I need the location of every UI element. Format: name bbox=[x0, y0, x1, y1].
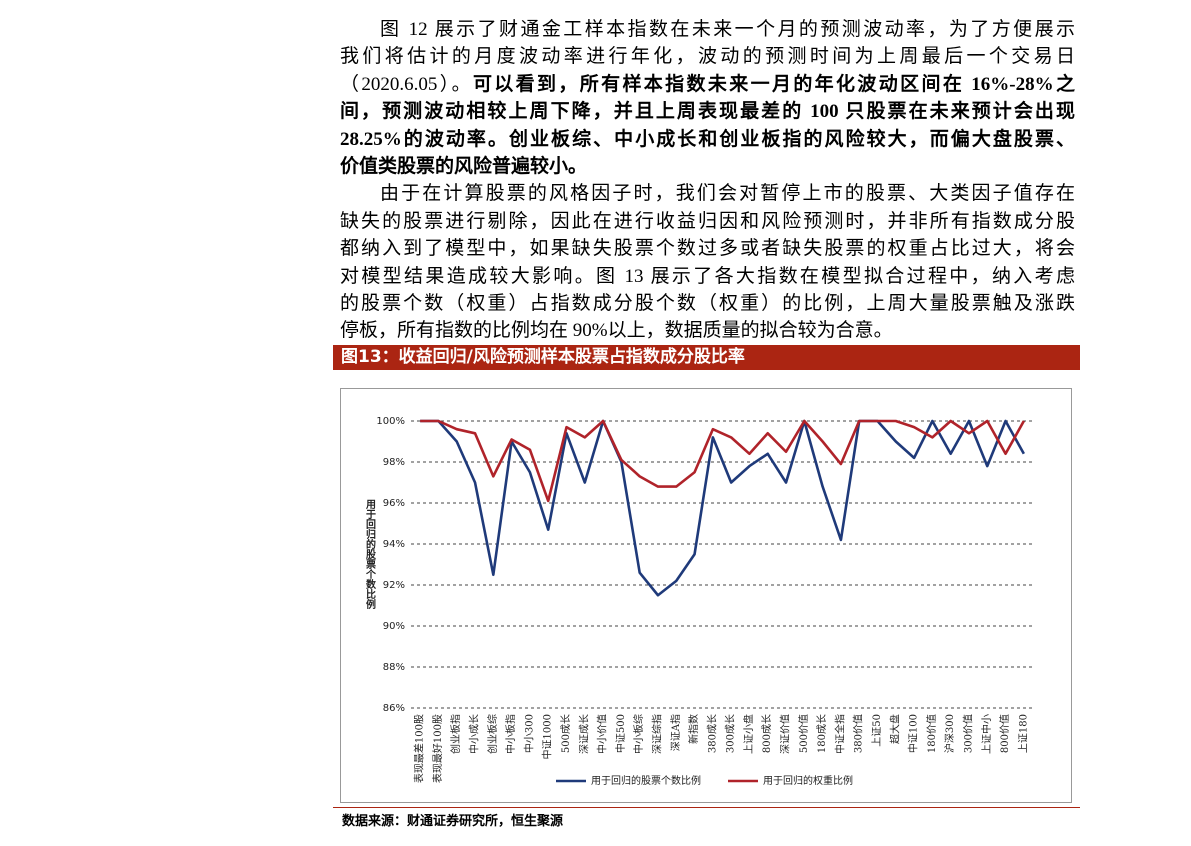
x-tick-label: 380成长 bbox=[706, 714, 718, 753]
text-line: 28.25%的波动率。创业板综、中小成长和创业板指的风险较大，而偏大盘股票、 bbox=[340, 126, 1075, 153]
x-tick-label: 300价值 bbox=[961, 714, 974, 753]
x-tick-label: 中小300 bbox=[522, 714, 535, 753]
text-run: 停板，所有指数的比例均在 90%以上，数据质量的拟合较为合意。 bbox=[340, 320, 893, 342]
text-line: 缺失的股票进行剔除，因此在进行收益归因和风险预测时，并非所有指数成分股 bbox=[340, 208, 1075, 235]
x-tick-label: 深证成长 bbox=[578, 714, 590, 754]
x-tick-label: 深证A指 bbox=[669, 714, 682, 751]
text-line: 停板，所有指数的比例均在 90%以上，数据质量的拟合较为合意。 bbox=[340, 317, 1075, 344]
legend-label: 用于回归的股票个数比例 bbox=[591, 774, 701, 787]
y-tick-label: 98% bbox=[383, 457, 405, 468]
x-tick-label: 500成长 bbox=[560, 714, 572, 753]
y-tick-label: 96% bbox=[383, 498, 405, 509]
text-run: 价值类股票的风险普遍较小。 bbox=[340, 155, 588, 177]
x-tick-label: 中证500 bbox=[614, 714, 627, 753]
x-tick-label: 上证50 bbox=[871, 714, 883, 747]
x-tick-label: 380价值 bbox=[852, 714, 865, 753]
x-tick-label: 800成长 bbox=[761, 714, 773, 753]
x-tick-label: 深证价值 bbox=[779, 714, 792, 754]
body-text: 图 12 展示了财通金工样本指数在未来一个月的预测波动率，为了方便展示我们将估计… bbox=[340, 16, 1075, 345]
y-tick-label: 90% bbox=[383, 621, 405, 632]
x-tick-label: 300成长 bbox=[725, 714, 737, 753]
text-run: （2020.6.05）。 bbox=[340, 73, 473, 95]
x-tick-label: 新指数 bbox=[687, 714, 700, 744]
source-note: 数据来源：财通证券研究所，恒生聚源 bbox=[342, 814, 564, 829]
text-run: 都纳入到了模型中，如果缺失股票个数过多或者缺失股票的权重占比过大，将会 bbox=[340, 238, 1075, 260]
text-run: 由于在计算股票的风格因子时，我们会对暂停上市的股票、大类因子值存在 bbox=[380, 183, 1075, 205]
text-line: 的股票个数（权重）占指数成分股个数（权重）的比例，上周大量股票触及涨跌 bbox=[340, 290, 1075, 317]
y-axis-label: 用于回归的股票个数比例 bbox=[364, 499, 377, 610]
data-line bbox=[420, 419, 1025, 503]
y-tick-label: 92% bbox=[383, 580, 405, 591]
chart: 86%88%90%92%94%96%98%100%用于回归的股票个数比例表现最差… bbox=[364, 416, 1033, 787]
text-run: 间，预测波动相较上周下降，并且上周表现最差的 100 只股票在未来预计会出现 bbox=[340, 101, 1075, 123]
x-tick-label: 表现最差100股 bbox=[413, 714, 426, 783]
y-tick-label: 94% bbox=[383, 539, 405, 550]
y-tick-label: 86% bbox=[383, 703, 405, 714]
x-tick-label: 800价值 bbox=[998, 714, 1011, 753]
x-tick-label: 沪深300 bbox=[943, 714, 956, 753]
text-run: 28.25%的波动率。创业板综、中小成长和创业板指的风险较大，而偏大盘股票、 bbox=[340, 128, 1075, 150]
chart-frame: 86% 88% 90% 92% 94% 96% 98% 100% 用于回归的股票个数比例 表现最差… bbox=[340, 388, 1072, 803]
text-line: 价值类股票的风险普遍较小。 bbox=[340, 153, 1075, 180]
x-tick-label: 中证1000 bbox=[541, 714, 554, 759]
x-tick-label: 上证180 bbox=[1017, 714, 1029, 753]
text-run: 缺失的股票进行剔除，因此在进行收益归因和风险预测时，并非所有指数成分股 bbox=[340, 210, 1075, 232]
text-line: 对模型结果造成较大影响。图 13 展示了各大指数在模型拟合过程中，纳入考虑 bbox=[340, 263, 1075, 290]
x-tick-label: 上证小盘 bbox=[742, 714, 755, 754]
x-tick-label: 中小价值 bbox=[596, 714, 609, 754]
x-tick-label: 表现最好100股 bbox=[431, 714, 444, 783]
text-line: 都纳入到了模型中，如果缺失股票个数过多或者缺失股票的权重占比过大，将会 bbox=[340, 235, 1075, 262]
x-tick-label: 180价值 bbox=[925, 714, 938, 753]
x-tick-label: 超大盘 bbox=[888, 714, 901, 744]
x-tick-label: 中小板综 bbox=[632, 714, 645, 754]
x-tick-label: 180成长 bbox=[816, 714, 828, 753]
x-tick-label: 中证全指 bbox=[833, 714, 846, 754]
x-tick-label: 深证综指 bbox=[650, 714, 663, 754]
y-tick-label: 100% bbox=[376, 416, 405, 427]
text-run: 的股票个数（权重）占指数成分股个数（权重）的比例，上周大量股票触及涨跌 bbox=[340, 292, 1075, 314]
figure-caption: 图13：收益回归/风险预测样本股票占指数成分股比率 bbox=[333, 345, 1080, 370]
text-run: 对模型结果造成较大影响。图 13 展示了各大指数在模型拟合过程中，纳入考虑 bbox=[340, 265, 1075, 287]
x-tick-label: 500价值 bbox=[797, 714, 810, 753]
text-line: （2020.6.05）。可以看到，所有样本指数未来一月的年化波动区间在 16%-… bbox=[340, 71, 1075, 98]
x-tick-label: 中小板指 bbox=[504, 714, 517, 754]
x-tick-label: 创业板综 bbox=[486, 714, 499, 754]
y-tick-label: 88% bbox=[383, 662, 405, 673]
text-run: 我们将估计的月度波动率进行年化，波动的预测时间为上周最后一个交易日 bbox=[340, 46, 1075, 68]
x-tick-label: 创业板指 bbox=[449, 714, 462, 754]
x-tick-label: 上证中小 bbox=[980, 714, 993, 754]
text-line: 由于在计算股票的风格因子时，我们会对暂停上市的股票、大类因子值存在 bbox=[340, 180, 1075, 207]
text-line: 我们将估计的月度波动率进行年化，波动的预测时间为上周最后一个交易日 bbox=[340, 43, 1075, 70]
text-run: 可以看到，所有样本指数未来一月的年化波动区间在 16%-28%之 bbox=[472, 73, 1075, 95]
text-line: 图 12 展示了财通金工样本指数在未来一个月的预测波动率，为了方便展示 bbox=[340, 16, 1075, 43]
text-run: 图 12 展示了财通金工样本指数在未来一个月的预测波动率，为了方便展示 bbox=[380, 19, 1075, 40]
x-tick-label: 中小成长 bbox=[468, 714, 481, 754]
legend-label: 用于回归的权重比例 bbox=[763, 774, 853, 787]
data-line bbox=[420, 419, 1025, 597]
x-tick-label: 中证100 bbox=[907, 714, 920, 753]
source-rule bbox=[333, 807, 1080, 808]
text-line: 间，预测波动相较上周下降，并且上周表现最差的 100 只股票在未来预计会出现 bbox=[340, 98, 1075, 125]
